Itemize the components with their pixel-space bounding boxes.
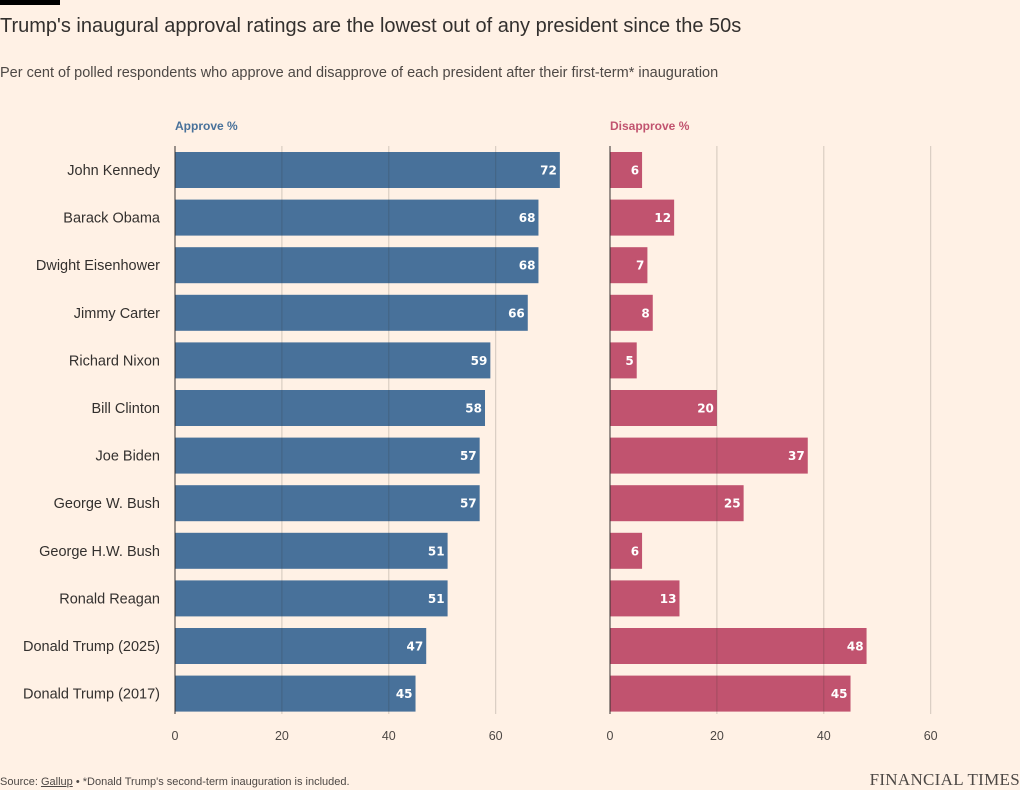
category-label: Donald Trump (2017) [23, 687, 160, 703]
disapprove-bar [610, 199, 675, 236]
disapprove-bar [610, 247, 648, 284]
disapprove-tick-label: 20 [710, 729, 724, 743]
disapprove-bar [610, 342, 637, 379]
approve-data-label: 47 [407, 640, 424, 654]
category-label: Donald Trump (2025) [23, 639, 160, 655]
category-label: Barack Obama [63, 211, 161, 227]
approve-bar [175, 342, 491, 379]
disapprove-data-label: 5 [625, 354, 633, 368]
disapprove-bar [610, 628, 867, 664]
disapprove-bar [610, 152, 643, 188]
disapprove-data-label: 6 [631, 544, 639, 558]
approve-data-label: 72 [540, 164, 557, 178]
disapprove-data-label: 8 [641, 306, 649, 320]
disapprove-bar [610, 532, 643, 569]
approve-bar [175, 294, 528, 331]
approve-bar [175, 675, 416, 712]
approve-bar [175, 390, 486, 426]
approve-data-label: 57 [460, 497, 477, 511]
approve-tick-label: 40 [382, 729, 396, 743]
source-prefix: Source: [0, 776, 41, 788]
disapprove-data-label: 12 [654, 211, 671, 225]
disapprove-data-label: 45 [831, 687, 848, 701]
disapprove-data-label: 13 [660, 592, 677, 606]
approve-tick-label: 0 [172, 729, 179, 743]
approve-data-label: 57 [460, 449, 477, 463]
category-label: Jimmy Carter [74, 306, 160, 322]
approve-bar [175, 580, 448, 617]
chart-subtitle: Per cent of polled respondents who appro… [0, 65, 719, 81]
approve-bar [175, 485, 480, 522]
disapprove-bar [610, 390, 717, 426]
disapprove-data-label: 6 [631, 164, 639, 178]
source-link[interactable]: Gallup [40, 776, 73, 788]
category-label: Richard Nixon [69, 353, 160, 369]
disapprove-bar [610, 294, 653, 331]
disapprove-data-label: 20 [697, 402, 714, 416]
approve-data-label: 59 [471, 354, 488, 368]
approve-data-label: 66 [508, 306, 525, 320]
disapprove-bar [610, 675, 851, 712]
approve-bar [175, 199, 539, 236]
category-label: George H.W. Bush [39, 544, 160, 560]
disapprove-bar [610, 580, 680, 617]
footnote: • *Donald Trump's second-term inaugurati… [72, 776, 350, 788]
disapprove-data-label: 25 [724, 497, 741, 511]
approve-series-header: Approve % [175, 119, 238, 133]
approve-data-label: 51 [428, 544, 445, 558]
brand-logo: FINANCIAL TIMES [869, 770, 1020, 789]
approve-data-label: 51 [428, 592, 445, 606]
disapprove-bar [610, 437, 808, 474]
category-label: John Kennedy [67, 163, 160, 179]
source-note: Source: Gallup • *Donald Trump's second-… [0, 776, 350, 788]
category-label: Dwight Eisenhower [36, 258, 160, 274]
disapprove-bar [610, 485, 744, 522]
approve-tick-label: 20 [275, 729, 289, 743]
category-label: George W. Bush [54, 496, 160, 512]
disapprove-series-header: Disapprove % [610, 119, 690, 133]
disapprove-data-label: 37 [788, 449, 805, 463]
disapprove-tick-label: 60 [924, 729, 938, 743]
approve-bar [175, 152, 560, 188]
category-label: Joe Biden [96, 449, 161, 465]
approve-data-label: 68 [519, 259, 536, 273]
approve-bar [175, 247, 539, 284]
category-label: Bill Clinton [92, 401, 161, 417]
approve-bar [175, 628, 427, 664]
approve-bar [175, 437, 480, 474]
approve-data-label: 68 [519, 211, 536, 225]
chart-title: Trump's inaugural approval ratings are t… [0, 15, 742, 37]
disapprove-tick-label: 0 [607, 729, 614, 743]
brand-accent-bar [0, 0, 60, 5]
disapprove-tick-label: 40 [817, 729, 831, 743]
approve-data-label: 45 [396, 687, 413, 701]
approve-bar [175, 532, 448, 569]
disapprove-data-label: 7 [636, 259, 644, 273]
approve-data-label: 58 [465, 402, 482, 416]
category-label: Ronald Reagan [59, 591, 160, 607]
disapprove-data-label: 48 [847, 640, 864, 654]
approve-tick-label: 60 [489, 729, 503, 743]
